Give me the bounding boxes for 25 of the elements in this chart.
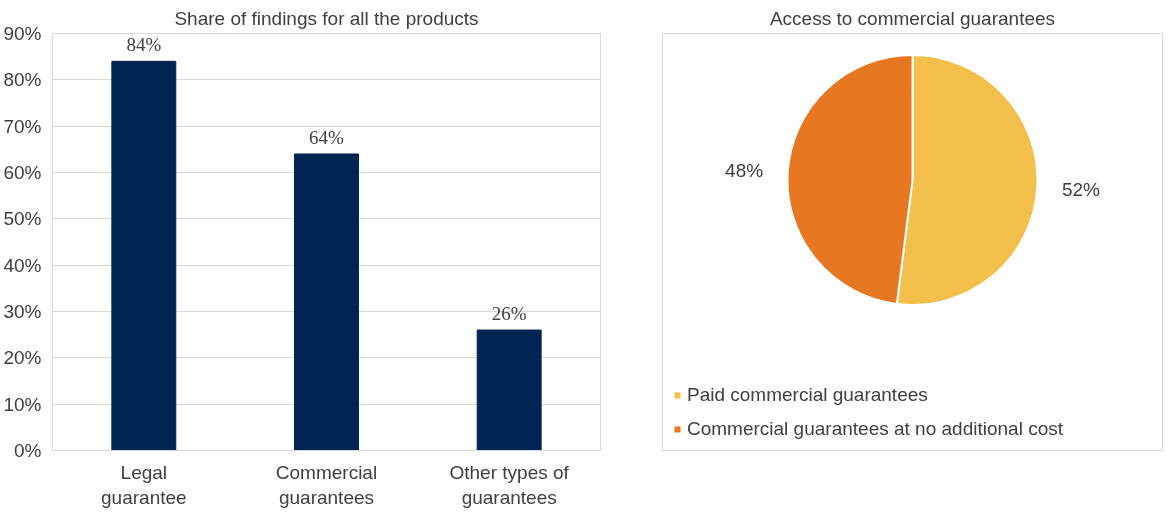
legend-label: Paid commercial guarantees xyxy=(687,384,928,406)
bar xyxy=(294,153,359,451)
bar xyxy=(111,60,177,451)
bar xyxy=(476,329,542,451)
y-tick-label: 70% xyxy=(3,115,42,137)
y-tick-label: 40% xyxy=(3,254,42,276)
legend-label: Commercial guarantees at no additional cost xyxy=(687,418,1063,440)
y-tick-label: 10% xyxy=(3,393,42,415)
chart-title: Access to commercial guarantees xyxy=(769,7,1056,29)
chart-title: Share of findings for all the products xyxy=(174,7,479,29)
data-label: 84% xyxy=(126,34,162,56)
x-tick-label: Legal guarantee xyxy=(101,461,187,508)
data-label: 48% xyxy=(725,159,764,181)
data-label: 64% xyxy=(309,126,345,148)
x-tick-label: Other types of guarantees xyxy=(449,461,570,508)
y-tick-label: 50% xyxy=(3,208,42,230)
data-label: 52% xyxy=(1061,179,1101,201)
y-tick-label: 80% xyxy=(3,69,42,91)
y-tick-label: 90% xyxy=(3,23,42,44)
y-tick-label: 0% xyxy=(14,440,42,461)
x-tick-label: Commercial guarantees xyxy=(275,461,378,508)
y-tick-label: 20% xyxy=(3,347,42,369)
y-tick-label: 30% xyxy=(3,301,42,322)
y-tick-label: 60% xyxy=(3,162,42,183)
data-label: 26% xyxy=(491,303,527,325)
